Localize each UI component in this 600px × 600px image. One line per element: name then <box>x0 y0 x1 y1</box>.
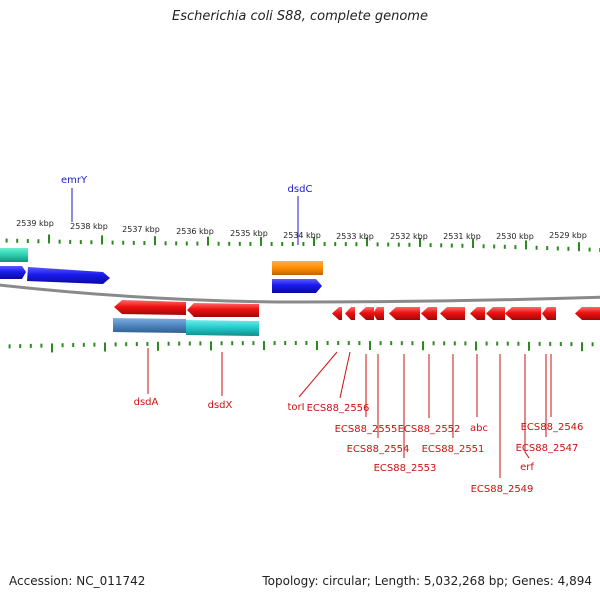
partial-gene-arrow <box>575 307 600 320</box>
dsdc-gene-arrow <box>272 279 322 293</box>
dsdc-gene-block <box>272 261 323 275</box>
gene-label-ecs88-2546: ECS88_2546 <box>521 422 584 433</box>
gene-label-ecs88-2552: ECS88_2552 <box>398 424 461 435</box>
tori-gene-arrow <box>332 307 342 320</box>
abc-gene-arrow <box>470 307 485 320</box>
upper-label-group: emrY dsdC <box>61 175 313 245</box>
upper-gene-track <box>0 248 323 293</box>
scale-label: 2535 kbp <box>230 229 268 238</box>
scale-label: 2534 kbp <box>283 231 321 240</box>
gene-label-ecs88-2556: ECS88_2556 <box>307 403 370 414</box>
accession-text: Accession: NC_011742 <box>9 574 146 588</box>
ecs88-2552-gene-arrow <box>421 307 437 320</box>
ecs88-2547-gene-arrow <box>542 307 549 320</box>
lower-tick-track <box>8 341 594 353</box>
erf-leader-hook <box>524 451 530 459</box>
gene-label-ecs88-2554: ECS88_2554 <box>347 444 410 455</box>
gene-label-ecs88-2551: ECS88_2551 <box>422 444 485 455</box>
gene-label-ecs88-2553: ECS88_2553 <box>374 463 437 474</box>
scale-label: 2529 kbp <box>549 231 587 240</box>
erf-gene-arrow <box>505 307 541 320</box>
forward-gene-arrow <box>0 266 26 279</box>
gene-label-abc: abc <box>470 423 488 434</box>
ecs88-2556-leader-line <box>339 351 351 399</box>
gene-label-ecs88-2547: ECS88_2547 <box>516 443 579 454</box>
scale-label: 2533 kbp <box>336 232 374 241</box>
ecs88-2549-gene-arrow <box>486 307 505 320</box>
genome-summary-text: Topology: circular; Length: 5,032,268 bp… <box>262 574 592 588</box>
upper-tick-track <box>5 234 600 253</box>
gene-label-dsda: dsdA <box>134 397 159 408</box>
scale-label: 2538 kbp <box>70 222 108 231</box>
ecs88-2551-gene-arrow <box>440 307 465 320</box>
genome-backbone <box>0 283 600 304</box>
gene-label-dsdx: dsdX <box>208 400 233 411</box>
scale-label: 2536 kbp <box>176 227 214 236</box>
scale-label: 2537 kbp <box>122 225 160 234</box>
emry-gene-arrow <box>27 267 110 284</box>
teal-gene-block <box>0 248 28 262</box>
gene-label-dsdc: dsdC <box>288 184 313 195</box>
ecs88-2553-gene-arrow <box>389 307 420 320</box>
ecs88-2554-gene-arrow <box>373 307 384 320</box>
scale-label: 2530 kbp <box>496 232 534 241</box>
gene-label-tori: torI <box>287 402 304 413</box>
lower-label-group: dsdA dsdX torI ECS88_2556 ECS88_2555 ECS… <box>134 348 584 495</box>
tori-leader-line <box>298 351 338 398</box>
gene-label-ecs88-2555: ECS88_2555 <box>335 424 398 435</box>
lower-gene-track <box>113 300 600 336</box>
dsdx-paralog-block <box>186 320 259 336</box>
scale-label-group: 2539 kbp 2538 kbp 2537 kbp 2536 kbp 2535 kbp… <box>16 219 587 241</box>
scale-label: 2532 kbp <box>390 232 428 241</box>
ecs88-2546-gene-arrow <box>546 307 556 320</box>
gene-label-emry: emrY <box>61 175 88 186</box>
gene-label-erf: erf <box>520 462 534 473</box>
scale-label: 2531 kbp <box>443 232 481 241</box>
map-title: Escherichia coli S88, complete genome <box>172 9 428 24</box>
scale-label: 2539 kbp <box>16 219 54 228</box>
dsda-paralog-block <box>113 318 186 333</box>
gene-label-ecs88-2549: ECS88_2549 <box>471 484 534 495</box>
ecs88-2555-gene-arrow <box>359 307 374 320</box>
ecs88-2556-gene-arrow <box>345 307 355 320</box>
dsda-gene-arrow <box>114 300 186 315</box>
dsdx-gene-arrow <box>187 303 259 317</box>
